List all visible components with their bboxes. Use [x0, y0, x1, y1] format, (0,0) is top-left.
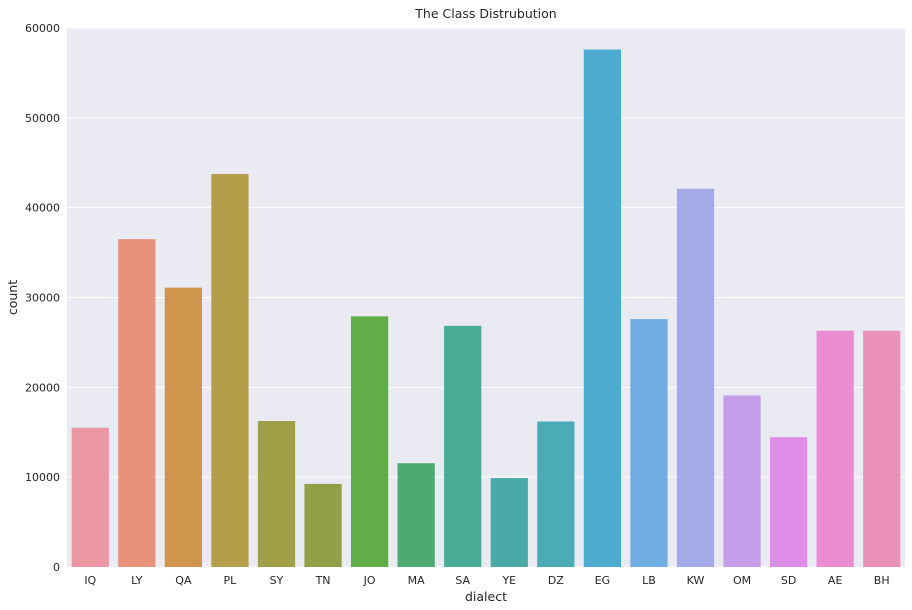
y-tick-label: 30000	[25, 292, 60, 305]
x-tick-label: SA	[455, 574, 470, 587]
bar-kw	[676, 188, 715, 567]
x-tick-labels: IQ LY QA PL SY TN JO MA SA YE DZ EG LB KW OM SD AE BH	[84, 574, 889, 587]
bar-sd	[769, 437, 808, 567]
y-tick-labels: 0 10000 20000 30000 40000 50000 60000	[25, 22, 60, 574]
x-tick-label: EG	[595, 574, 610, 587]
y-axis-title: count	[5, 280, 20, 315]
bar-iq	[71, 427, 109, 567]
x-tick-label: SY	[270, 574, 284, 587]
y-tick-label: 60000	[25, 22, 60, 35]
x-tick-label: JO	[363, 574, 376, 587]
bar-jo	[350, 316, 389, 567]
grid-lines	[67, 27, 905, 568]
x-tick-label: TN	[315, 574, 331, 587]
x-tick-label: LB	[642, 574, 656, 587]
x-tick-label: QA	[175, 574, 192, 587]
x-tick-label: IQ	[84, 574, 96, 587]
bars	[71, 49, 901, 568]
bar-lb	[630, 319, 668, 567]
x-tick-label: LY	[131, 574, 143, 587]
chart-title: The Class Distrubution	[414, 6, 556, 21]
y-tick-label: 0	[53, 561, 60, 574]
x-tick-label: YE	[501, 574, 516, 587]
bar-sa	[444, 325, 482, 567]
x-tick-label: PL	[224, 574, 238, 587]
x-axis-title: dialect	[465, 589, 507, 604]
y-tick-label: 10000	[25, 471, 60, 484]
bar-ma	[397, 463, 435, 567]
x-tick-label: AE	[828, 574, 843, 587]
bar-tn	[304, 483, 342, 567]
y-tick-label: 40000	[25, 202, 60, 215]
bar-pl	[211, 173, 249, 567]
bar-bh	[863, 330, 901, 567]
y-tick-label: 20000	[25, 381, 60, 394]
bar-om	[723, 395, 761, 567]
x-tick-label: MA	[408, 574, 425, 587]
bar-dz	[537, 421, 575, 567]
bar-ye	[490, 478, 528, 567]
bar-eg	[583, 49, 622, 568]
bar-ae	[816, 330, 854, 567]
x-tick-label: DZ	[548, 574, 564, 587]
x-tick-label: KW	[687, 574, 705, 587]
x-tick-label: OM	[733, 574, 751, 587]
bar-qa	[164, 287, 203, 567]
y-tick-label: 50000	[25, 112, 60, 125]
bar-sy	[257, 421, 296, 567]
x-tick-label: SD	[781, 574, 796, 587]
x-tick-label: BH	[874, 574, 890, 587]
bar-ly	[118, 239, 156, 567]
